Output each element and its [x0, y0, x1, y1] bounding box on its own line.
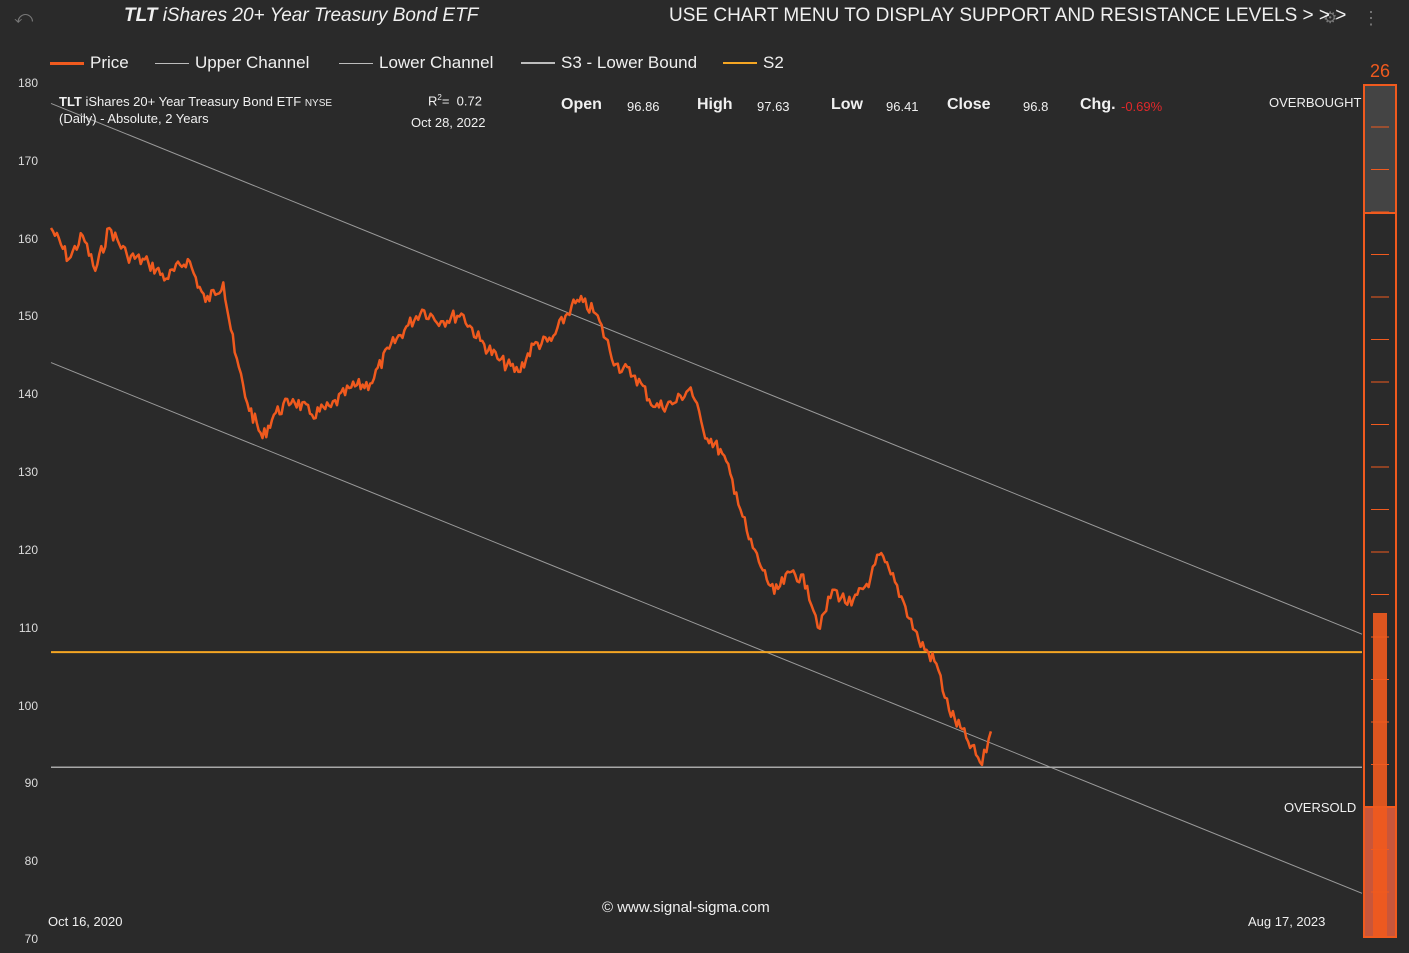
legend-label-price: Price: [90, 53, 129, 72]
close-label: Close: [947, 96, 991, 113]
change-label: Chg.: [1080, 96, 1116, 113]
copyright: © www.signal-sigma.com: [602, 899, 770, 916]
legend-s2[interactable]: S2: [723, 53, 784, 73]
legend-lower-channel[interactable]: Lower Channel: [339, 53, 493, 73]
y-tick-label: 110: [18, 620, 38, 635]
open-label: Open: [561, 96, 602, 113]
info-exchange: NYSE: [304, 98, 333, 109]
legend-swatch-s2: [723, 62, 757, 64]
y-tick-label: 140: [17, 387, 38, 402]
y-tick-label: 170: [17, 153, 38, 168]
y-tick-label: 120: [17, 542, 38, 557]
lower-channel-line: [50, 362, 1363, 894]
gauge-overbought-zone: [1365, 86, 1395, 214]
low-value: 96.41: [886, 99, 919, 114]
price-line: [49, 226, 993, 767]
high-value: 97.63: [757, 99, 790, 114]
info-symbol-line: TLT iShares 20+ Year Treasury Bond ETF N…: [59, 94, 332, 109]
legend-label-lower-channel: Lower Channel: [379, 53, 494, 72]
y-tick-label: 180: [17, 76, 38, 90]
change-value: -0.69%: [1121, 99, 1163, 114]
upper-channel-line: [50, 102, 1363, 635]
gauge-value: 26: [1370, 61, 1391, 81]
low-label: Low: [831, 96, 863, 113]
legend-swatch-lower-channel: [339, 62, 373, 64]
legend-label-s3: S3 - Lower Bound: [561, 53, 698, 72]
y-tick-label: 150: [17, 309, 38, 324]
oversold-label: OVERSOLD: [1284, 800, 1357, 815]
legend-swatch-upper-channel: [155, 62, 189, 64]
legend-label-upper-channel: Upper Channel: [195, 53, 310, 72]
chart-title-symbol: TLT: [124, 5, 158, 26]
high-label: High: [697, 96, 733, 113]
gauge-value-bar: [1373, 613, 1387, 936]
y-tick-label: 100: [17, 698, 38, 713]
legend-s3-lower-bound[interactable]: S3 - Lower Bound: [521, 53, 697, 73]
r-squared: R2= 0.72: [428, 93, 482, 108]
chart-title-name: iShares 20+ Year Treasury Bond ETF: [157, 5, 479, 26]
y-tick-label: 70: [24, 932, 38, 946]
y-tick-label: 80: [24, 854, 38, 869]
legend-label-s2: S2: [763, 53, 784, 72]
r2-sup: 2: [437, 93, 442, 102]
undo-icon[interactable]: ⤺: [14, 7, 34, 27]
open-value: 96.86: [627, 99, 660, 114]
legend-price[interactable]: Price: [50, 53, 129, 73]
r2-label: R: [428, 93, 438, 109]
y-tick-label: 160: [17, 231, 38, 246]
x-start-label: Oct 16, 2020: [48, 914, 123, 929]
chart-title: TLT iShares 20+ Year Treasury Bond ETF: [124, 5, 478, 27]
overbought-label: OVERBOUGHT: [1269, 95, 1362, 110]
legend-swatch-price: [50, 61, 84, 65]
menu-hint: USE CHART MENU TO DISPLAY SUPPORT AND RE…: [669, 5, 1347, 26]
info-name: iShares 20+ Year Treasury Bond ETF: [85, 94, 302, 109]
r2-value: 0.72: [456, 93, 482, 109]
r2-eq: =: [441, 93, 450, 109]
x-end-label: Aug 17, 2023: [1248, 914, 1326, 929]
chart-menu-icon[interactable]: ⋮: [1362, 8, 1380, 28]
momentum-gauge: [1363, 84, 1397, 938]
info-subtitle: (Daily) - Absolute, 2 Years: [59, 111, 209, 126]
legend-swatch-s3: [521, 62, 555, 64]
info-symbol: TLT: [59, 94, 82, 109]
y-tick-label: 130: [17, 465, 38, 480]
close-value: 96.8: [1023, 99, 1049, 114]
legend-upper-channel[interactable]: Upper Channel: [155, 53, 309, 73]
chart-tools-icon[interactable]: ⚙: [1323, 10, 1338, 27]
y-tick-label: 90: [24, 776, 38, 791]
info-date: Oct 28, 2022: [411, 115, 486, 130]
